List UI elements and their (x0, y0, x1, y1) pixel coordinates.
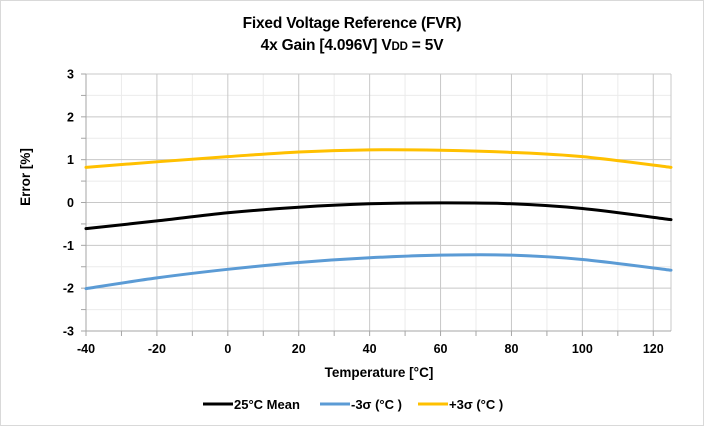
subtitle-suffix: = 5V (407, 37, 444, 54)
series-lines (84, 148, 673, 291)
y-tick-label: 0 (67, 196, 74, 210)
y-tick-label: 1 (67, 153, 74, 167)
x-tick-label: 100 (572, 342, 593, 356)
x-tick-label: 60 (434, 342, 448, 356)
y-tick-label: 3 (67, 68, 74, 82)
y-tick-label: -1 (63, 239, 74, 253)
y-axis-label: Error [%] (18, 148, 33, 206)
x-tick-label: 120 (643, 342, 664, 356)
legend-label-0: 25°C Mean (234, 397, 300, 412)
x-tick-label: 20 (292, 342, 306, 356)
y-tick-label: -3 (63, 325, 74, 339)
tick-labels: -40 -20 0 20 40 60 80 100 120 3 2 1 0 -1 -2 -3 (63, 68, 664, 357)
chart-title: Fixed Voltage Reference (FVR) (242, 15, 462, 32)
x-tick-label: -20 (148, 342, 166, 356)
legend: 25°C Mean -3σ (°C ) +3σ (°C ) (203, 397, 503, 412)
chart-subtitle: 4x Gain [4.096V] VDD = 5V (0, 37, 704, 55)
series-line-2 (84, 148, 673, 169)
y-tick-label: 2 (67, 110, 74, 124)
legend-label-1: -3σ (°C ) (351, 397, 402, 412)
y-tick-label: -2 (63, 282, 74, 296)
series-line-0 (84, 201, 673, 231)
x-tick-label: 0 (224, 342, 231, 356)
subtitle-subscript: DD (391, 41, 408, 53)
x-tick-label: 40 (363, 342, 377, 356)
legend-label-2: +3σ (°C ) (449, 397, 503, 412)
x-tick-label: -40 (77, 342, 95, 356)
series-line-1 (84, 253, 673, 291)
grid (86, 73, 672, 331)
x-tick-label: 80 (505, 342, 519, 356)
subtitle-prefix: 4x Gain [4.096V] V (260, 37, 392, 54)
x-axis-label: Temperature [°C] (325, 365, 434, 380)
